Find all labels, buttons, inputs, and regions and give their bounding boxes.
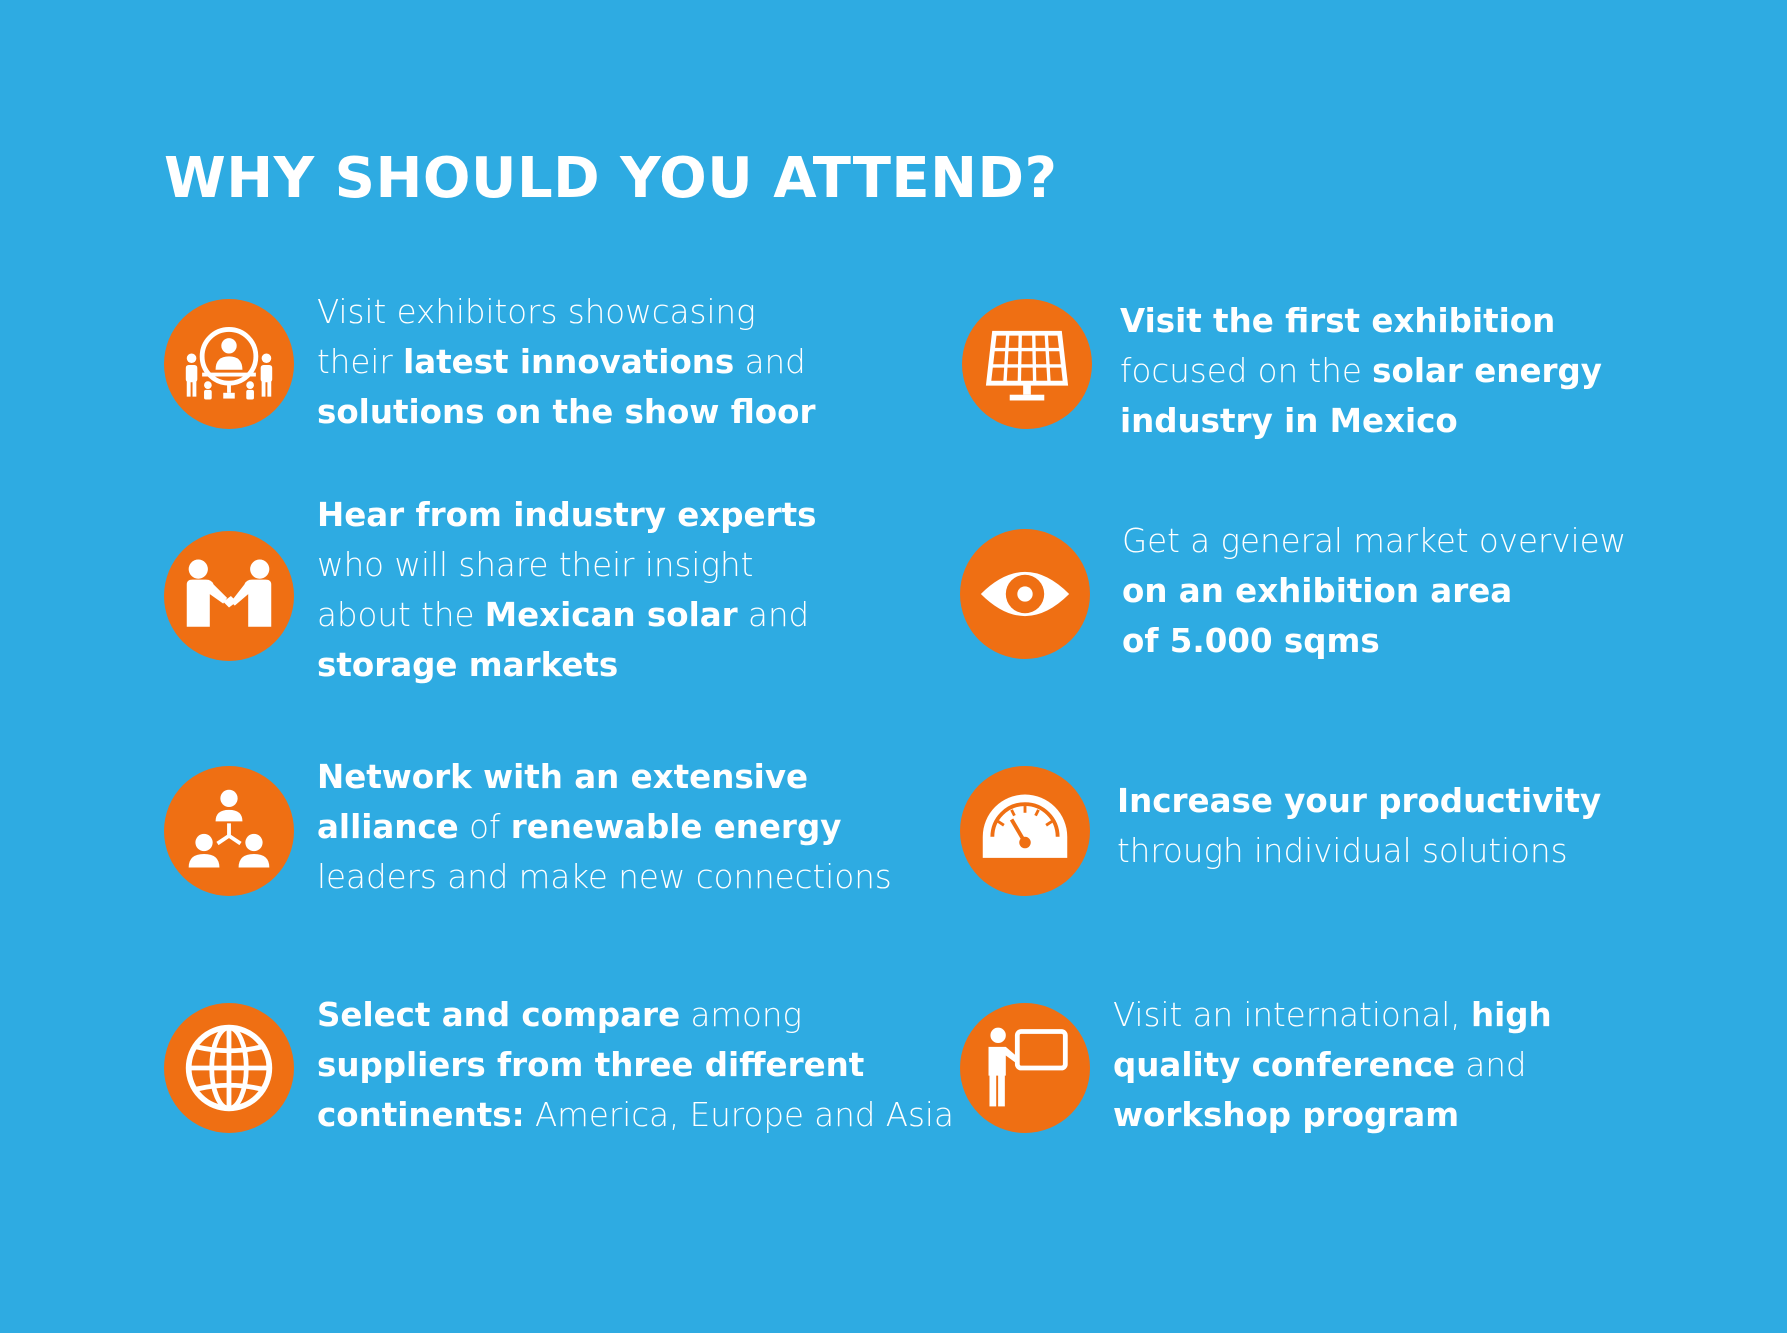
exhibitors-showcase-icon [164, 299, 294, 429]
benefit-text: Increase your productivity through indiv… [1117, 782, 1602, 870]
benefit-text: Select and compare among suppliers from … [317, 996, 954, 1134]
benefit-text: Visit the first exhibition focused on th… [1120, 302, 1602, 440]
benefit-text: Visit an international, high quality con… [1113, 996, 1552, 1134]
benefit-text: Get a general market overview on an exhi… [1122, 522, 1627, 660]
benefit-text: Network with an extensive alliance of re… [317, 758, 892, 896]
benefit-text: Visit exhibitors showcasing their latest… [317, 293, 816, 431]
page-title: WHY SHOULD YOU ATTEND? [164, 146, 1058, 211]
speedometer-icon [960, 766, 1090, 896]
eye-icon [960, 529, 1090, 659]
network-icon [164, 766, 294, 896]
globe-icon [164, 1003, 294, 1133]
handshake-icon [164, 531, 294, 661]
solar-panel-icon [962, 299, 1092, 429]
presenter-board-icon [960, 1003, 1090, 1133]
benefit-text: Hear from industry experts who will shar… [317, 496, 817, 684]
